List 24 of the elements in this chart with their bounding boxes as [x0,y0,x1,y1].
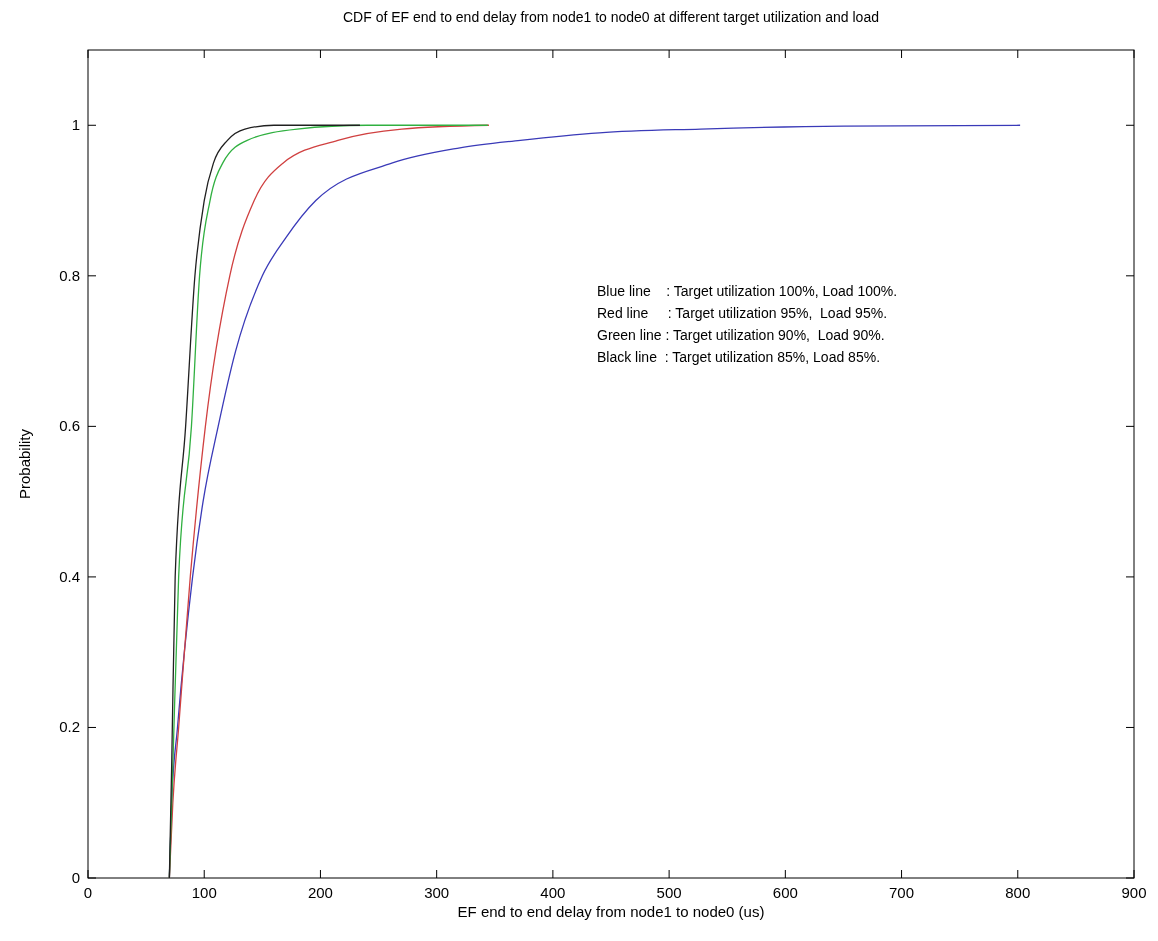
y-axis-title: Probability [16,428,33,500]
y-tick-label: 0.2 [59,718,80,736]
chart-title: CDF of EF end to end delay from node1 to node0 at different target utilization and load [343,9,879,25]
x-tick-label: 700 [889,884,915,901]
x-tick-label: 900 [1121,884,1147,901]
y-tick-label: 0.6 [59,417,80,435]
x-tick-label: 400 [540,884,566,901]
x-axis-title: EF end to end delay from node1 to node0 (us) [457,903,765,920]
x-tick-label: 200 [307,884,333,901]
y-tick-label: 0.8 [59,266,80,284]
y-tick-label: 1 [71,116,80,134]
annotation: Blue line : Target utilization 100%, Load 100%. [597,283,898,299]
x-tick-label: 800 [1005,884,1031,901]
x-tick-label: 600 [772,884,798,901]
annotation: Black line : Target utilization 85%, Load 85%. [597,349,881,365]
annotation: Red line : Target utilization 95%, Load 95%. [597,305,888,321]
line-series [168,124,361,879]
x-tick-label: 100 [191,884,217,901]
y-tick-label: 0 [71,869,80,886]
annotation: Green line : Target utilization 90%, Load 90%. [597,327,885,343]
x-tick-label: 500 [656,884,682,901]
x-tick-label: 0 [83,884,93,901]
y-tick-label: 0.4 [59,567,80,585]
x-tick-label: 300 [424,884,450,901]
